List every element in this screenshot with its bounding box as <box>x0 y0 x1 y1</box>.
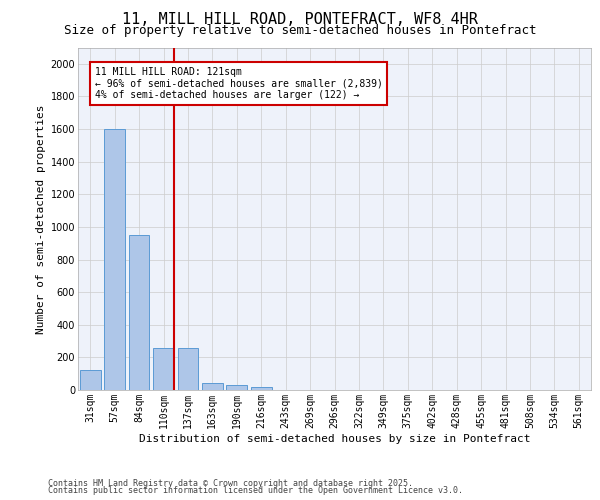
X-axis label: Distribution of semi-detached houses by size in Pontefract: Distribution of semi-detached houses by … <box>139 434 530 444</box>
Text: Contains HM Land Registry data © Crown copyright and database right 2025.: Contains HM Land Registry data © Crown c… <box>48 478 413 488</box>
Bar <box>251 387 272 390</box>
Text: Contains public sector information licensed under the Open Government Licence v3: Contains public sector information licen… <box>48 486 463 495</box>
Bar <box>104 129 125 390</box>
Bar <box>128 235 149 390</box>
Bar <box>153 348 174 390</box>
Bar <box>178 348 199 390</box>
Bar <box>226 384 247 390</box>
Bar <box>202 384 223 390</box>
Text: 11, MILL HILL ROAD, PONTEFRACT, WF8 4HR: 11, MILL HILL ROAD, PONTEFRACT, WF8 4HR <box>122 12 478 28</box>
Text: Size of property relative to semi-detached houses in Pontefract: Size of property relative to semi-detach… <box>64 24 536 37</box>
Y-axis label: Number of semi-detached properties: Number of semi-detached properties <box>37 104 46 334</box>
Bar <box>80 370 101 390</box>
Text: 11 MILL HILL ROAD: 121sqm
← 96% of semi-detached houses are smaller (2,839)
4% o: 11 MILL HILL ROAD: 121sqm ← 96% of semi-… <box>95 67 382 100</box>
